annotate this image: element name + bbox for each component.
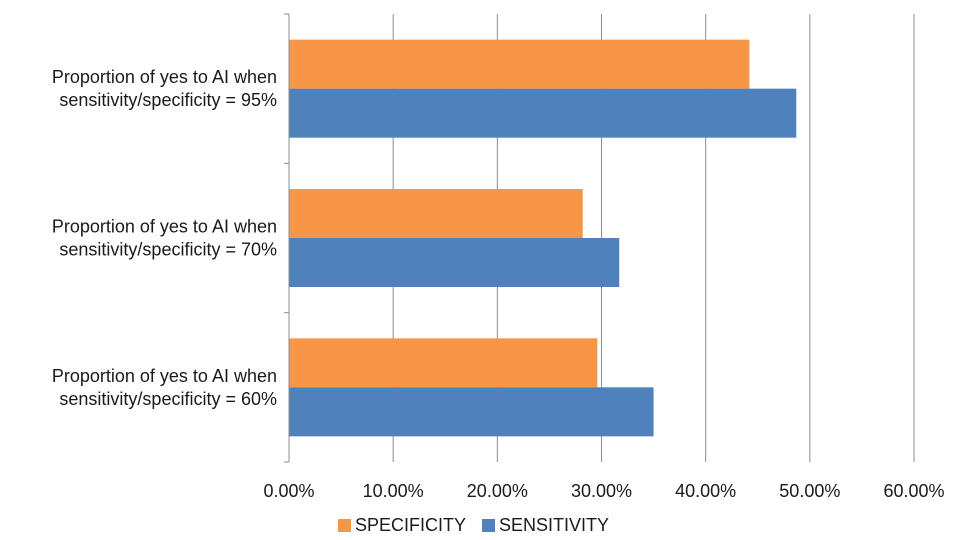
x-tick-labels: 0.00% 10.00% 20.00% 30.00% 40.00% 50.00% 60.00… xyxy=(263,481,944,501)
bar-specificity xyxy=(289,39,750,89)
x-tick-label: 50.00% xyxy=(779,481,840,501)
category-label: sensitivity/specificity = 60% xyxy=(59,389,277,409)
bars xyxy=(289,39,797,437)
bar-specificity xyxy=(289,338,598,388)
legend-swatch-sensitivity xyxy=(482,519,496,532)
bar-sensitivity xyxy=(289,387,654,437)
x-tick-label: 40.00% xyxy=(675,481,736,501)
category-label: Proportion of yes to AI when xyxy=(52,366,277,386)
x-tick-label: 10.00% xyxy=(363,481,424,501)
category-labels: Proportion of yes to AI when sensitivity/… xyxy=(52,67,277,409)
bar-sensitivity xyxy=(289,88,797,138)
legend-label-specificity: SPECIFICITY xyxy=(355,515,466,535)
category-label: Proportion of yes to AI when xyxy=(52,67,277,87)
x-tick-label: 30.00% xyxy=(571,481,632,501)
category-label: sensitivity/specificity = 95% xyxy=(59,90,277,110)
category-label: sensitivity/specificity = 70% xyxy=(59,240,277,260)
legend: SPECIFICITY SENSITIVITY xyxy=(338,515,609,535)
legend-swatch-specificity xyxy=(338,519,351,532)
bar-specificity xyxy=(289,189,583,238)
x-tick-label: 0.00% xyxy=(263,481,314,501)
x-tick-label: 60.00% xyxy=(883,481,944,501)
y-axis xyxy=(284,13,290,463)
x-tick-label: 20.00% xyxy=(467,481,528,501)
legend-label-sensitivity: SENSITIVITY xyxy=(499,515,609,535)
category-label: Proportion of yes to AI when xyxy=(52,217,277,237)
bar-sensitivity xyxy=(289,238,620,287)
